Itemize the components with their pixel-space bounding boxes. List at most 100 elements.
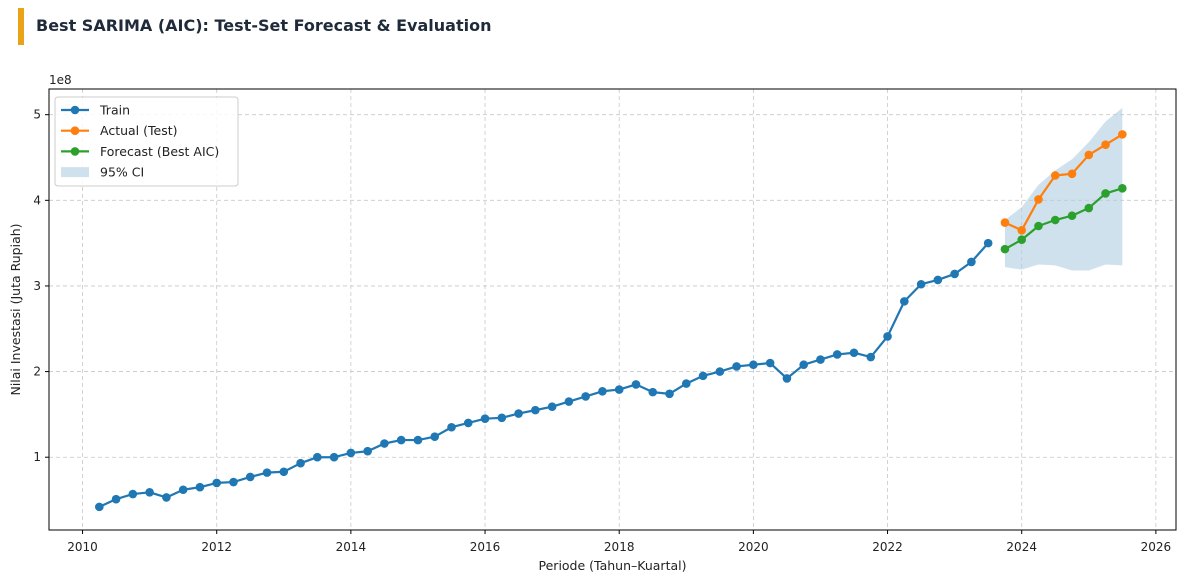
data-point [732, 362, 741, 371]
data-point [799, 360, 808, 370]
y-axis: 1 2 3 4 5 [33, 108, 49, 464]
data-point [614, 385, 624, 394]
legend-label: Train [99, 103, 130, 118]
data-point [1118, 184, 1127, 193]
data-point [480, 414, 490, 423]
data-point [413, 435, 423, 445]
data-point [648, 387, 658, 397]
data-point [1067, 211, 1077, 221]
x-axis-label: Periode (Tahun–Kuartal) [539, 558, 687, 573]
data-point [111, 494, 121, 504]
data-point [681, 379, 691, 388]
data-point [178, 485, 188, 495]
data-point [396, 435, 406, 445]
data-point [296, 458, 305, 468]
data-point [162, 493, 171, 502]
x-tick-label: 2020 [738, 540, 769, 554]
legend: Train Actual (Test) Forecast (Best AIC) 95%… [54, 96, 239, 187]
data-point [883, 332, 892, 341]
y-tick-label: 3 [33, 279, 41, 293]
data-point [832, 350, 842, 359]
chart-header: Best SARIMA (AIC): Test-Set Forecast & E… [0, 0, 1186, 60]
data-point [598, 386, 607, 396]
data-point [1017, 235, 1027, 245]
x-tick-label: 2010 [67, 540, 98, 554]
data-point [1034, 195, 1043, 204]
legend-label: Forecast (Best AIC) [100, 144, 219, 159]
x-tick-label: 2018 [604, 540, 635, 554]
data-point [933, 275, 943, 285]
series-lines [95, 130, 1127, 512]
data-point [1000, 244, 1010, 254]
y-tick-label: 2 [33, 365, 41, 379]
data-point [715, 367, 725, 376]
data-point [195, 482, 205, 492]
y-tick-label: 4 [33, 193, 41, 207]
data-point [229, 477, 238, 487]
series-train [95, 238, 993, 512]
data-point [1084, 150, 1094, 160]
grid-lines [49, 89, 1176, 530]
series-line [98, 242, 989, 508]
legend-label: Actual (Test) [100, 123, 178, 138]
data-point [430, 432, 440, 441]
data-point [1101, 140, 1110, 149]
data-point [95, 502, 104, 512]
data-point [279, 467, 289, 477]
data-point [1118, 130, 1127, 139]
data-point [262, 468, 272, 477]
legend-item: Forecast (Best AIC) [61, 144, 219, 159]
legend-marker [70, 105, 80, 115]
data-point [665, 389, 674, 399]
data-point [849, 348, 859, 358]
data-point [1000, 218, 1010, 227]
data-point [212, 478, 222, 488]
x-tick-label: 2026 [1141, 540, 1172, 554]
data-point [866, 352, 876, 362]
data-point [698, 371, 708, 381]
data-point [900, 297, 909, 306]
legend-patch-swatch [61, 167, 89, 178]
data-point [329, 452, 339, 462]
data-point [463, 418, 473, 428]
data-point [581, 392, 590, 401]
data-point [816, 355, 825, 364]
x-axis: 2010 2012 2014 2016 2018 2020 2022 2024 2026 [67, 530, 1171, 554]
data-point [1101, 189, 1110, 198]
data-point [145, 488, 154, 497]
chart-title: Best SARIMA (AIC): Test-Set Forecast & E… [36, 16, 492, 35]
data-point [765, 358, 775, 368]
data-point [514, 409, 523, 418]
x-tick-label: 2024 [1006, 540, 1037, 554]
data-point [531, 405, 540, 415]
data-point [983, 238, 993, 248]
data-point [128, 489, 138, 499]
data-point [564, 397, 574, 406]
data-point [1034, 221, 1043, 231]
data-point [1067, 169, 1077, 179]
data-point [967, 257, 976, 267]
data-point [547, 402, 557, 411]
data-point [916, 279, 926, 289]
data-point [245, 472, 255, 482]
data-point [447, 422, 456, 432]
data-point [1050, 215, 1060, 225]
confidence-interval-band [1004, 107, 1123, 271]
y-tick-label: 5 [33, 108, 41, 122]
legend-label: 95% CI [100, 165, 144, 180]
data-point [631, 380, 641, 389]
data-point [346, 448, 356, 458]
y-axis-label: Nilai Investasi (Juta Rupiah) [8, 223, 23, 395]
x-tick-label: 2022 [872, 540, 903, 554]
legend-marker [70, 126, 80, 135]
data-point [1017, 225, 1027, 235]
series-actual-test [1000, 130, 1127, 235]
data-point [950, 269, 959, 279]
data-point [380, 439, 389, 448]
x-tick-label: 2014 [336, 540, 367, 554]
x-tick-label: 2012 [201, 540, 232, 554]
data-point [363, 446, 372, 456]
data-point [1050, 171, 1060, 180]
data-point [749, 360, 758, 370]
legend-item: 95% CI [61, 165, 144, 180]
